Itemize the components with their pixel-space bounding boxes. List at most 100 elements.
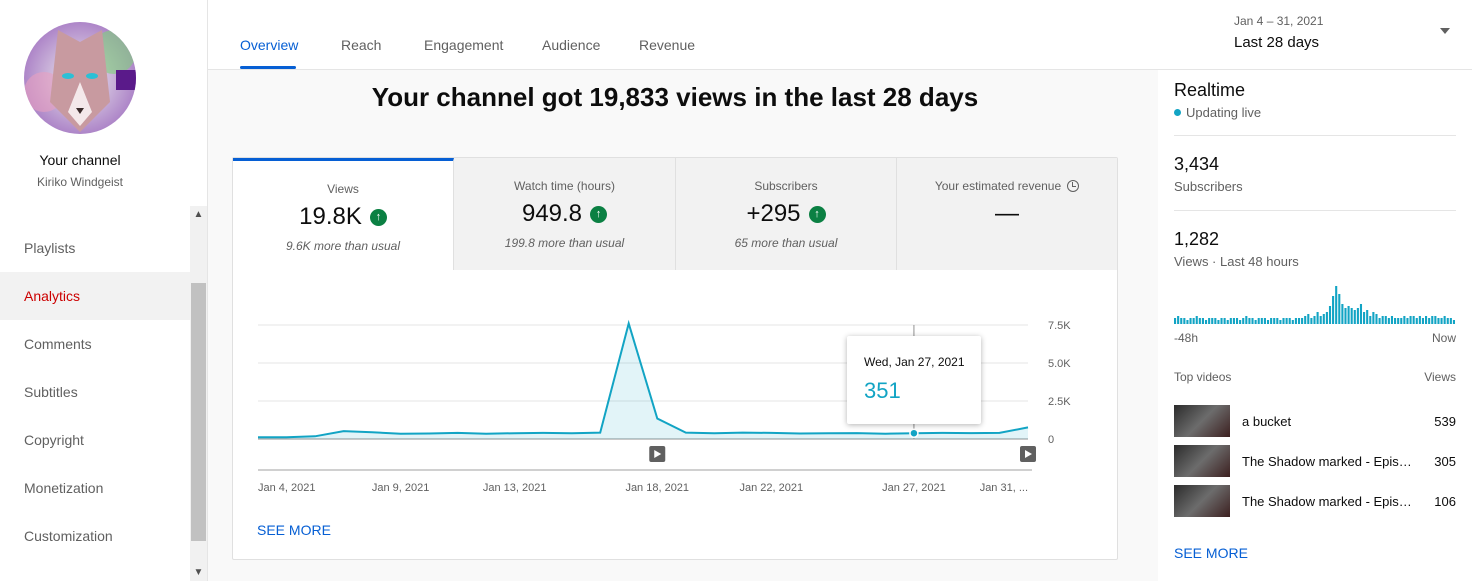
- video-views: 106: [1434, 494, 1456, 509]
- y-tick-label: 5.0K: [1048, 358, 1071, 370]
- chevron-down-icon[interactable]: [1440, 28, 1450, 34]
- realtime-bar: [1192, 318, 1195, 324]
- sidebar-item-copyright[interactable]: Copyright: [24, 432, 84, 448]
- realtime-bar: [1406, 318, 1409, 324]
- realtime-views-label: Views · Last 48 hours: [1174, 254, 1299, 269]
- tab-reach[interactable]: Reach: [341, 37, 382, 53]
- realtime-bar: [1304, 316, 1307, 324]
- realtime-bar: [1378, 318, 1381, 324]
- realtime-bar: [1220, 318, 1223, 324]
- realtime-bar: [1409, 316, 1412, 324]
- scroll-thumb[interactable]: [191, 283, 206, 541]
- video-views: 539: [1434, 414, 1456, 429]
- metric-tab-watch-time[interactable]: Watch time (hours) 949.8 ↑ 199.8 more th…: [454, 158, 676, 270]
- realtime-bar: [1291, 320, 1294, 324]
- realtime-bar: [1282, 318, 1285, 324]
- realtime-bar: [1350, 308, 1353, 324]
- realtime-bar: [1384, 316, 1387, 324]
- sidebar-item-comments[interactable]: Comments: [24, 336, 92, 352]
- metric-tab-views[interactable]: Views 19.8K ↑ 9.6K more than usual: [233, 158, 454, 270]
- video-title[interactable]: a bucket: [1242, 414, 1292, 429]
- realtime-bar: [1418, 316, 1421, 324]
- date-range[interactable]: Jan 4 – 31, 2021: [1234, 14, 1324, 28]
- video-title[interactable]: The Shadow marked - Episode: [1242, 494, 1417, 509]
- x-tick-label: Jan 9, 2021: [372, 482, 430, 494]
- realtime-bar: [1394, 318, 1397, 324]
- realtime-bar: [1226, 320, 1229, 324]
- realtime-bar: [1403, 316, 1406, 324]
- metric-title: Views: [327, 182, 359, 196]
- scroll-up-icon[interactable]: ▲: [193, 209, 204, 220]
- sidebar-nav: Playlists Analytics Comments Subtitles C…: [0, 224, 190, 560]
- channel-label: Your channel: [39, 152, 121, 168]
- hover-point: [909, 428, 919, 438]
- sidebar-item-customization[interactable]: Customization: [24, 528, 113, 544]
- tab-overview[interactable]: Overview: [240, 37, 299, 53]
- trend-up-icon: ↑: [590, 205, 608, 223]
- metric-comparison: 65 more than usual: [734, 236, 838, 250]
- views-chart[interactable]: 7.5K 5.0K 2.5K 0 Jan 4, 2021 Jan 9, 2021 Jan 1…: [233, 270, 1117, 500]
- realtime-bar: [1186, 320, 1189, 324]
- realtime-bar: [1297, 318, 1301, 324]
- sidebar-scrollbar[interactable]: ▲ ▼: [190, 206, 207, 581]
- sidebar-item-monetization[interactable]: Monetization: [24, 480, 104, 496]
- realtime-bar: [1223, 318, 1226, 324]
- realtime-views-bar-chart[interactable]: [1174, 284, 1456, 324]
- realtime-bar: [1266, 320, 1270, 324]
- realtime-bar: [1248, 318, 1251, 324]
- sidebar-item-subtitles[interactable]: Subtitles: [24, 384, 78, 400]
- realtime-bar: [1279, 320, 1282, 324]
- chart-area: [258, 323, 1028, 439]
- realtime-bar: [1204, 320, 1208, 324]
- realtime-bar: [1415, 318, 1418, 324]
- video-thumbnail[interactable]: [1174, 485, 1230, 517]
- realtime-axis-end: Now: [1431, 331, 1456, 345]
- realtime-bar: [1449, 318, 1452, 324]
- realtime-bar: [1229, 318, 1232, 324]
- realtime-bar: [1425, 316, 1428, 324]
- realtime-bar: [1397, 318, 1400, 324]
- overview-card: Views 19.8K ↑ 9.6K more than usual Watch…: [232, 157, 1118, 560]
- metric-tab-revenue[interactable]: Your estimated revenue —: [897, 158, 1117, 270]
- page-headline: Your channel got 19,833 views in the las…: [371, 82, 979, 112]
- metric-value: 19.8K: [299, 203, 362, 230]
- top-video-row[interactable]: a bucket 539: [1174, 405, 1456, 437]
- metric-title: Your estimated revenue: [934, 179, 1062, 193]
- realtime-see-more-button[interactable]: SEE MORE: [1174, 545, 1248, 561]
- realtime-bar: [1273, 318, 1276, 324]
- tooltip-date: Wed, Jan 27, 2021: [864, 355, 965, 369]
- realtime-bar: [1242, 318, 1245, 324]
- realtime-bar: [1214, 318, 1217, 324]
- metric-tab-subscribers[interactable]: Subscribers +295 ↑ 65 more than usual: [676, 158, 897, 270]
- channel-avatar[interactable]: [24, 22, 136, 134]
- realtime-bar: [1440, 318, 1443, 324]
- x-tick-label: Jan 22, 2021: [740, 482, 804, 494]
- realtime-bar: [1437, 318, 1440, 324]
- top-video-row[interactable]: The Shadow marked - Episode 305: [1174, 445, 1456, 477]
- realtime-bar: [1428, 318, 1431, 324]
- metric-comparison: 199.8 more than usual: [504, 236, 625, 250]
- sidebar-item-analytics[interactable]: Analytics: [0, 272, 190, 320]
- y-tick-label: 0: [1048, 434, 1054, 446]
- realtime-bar: [1316, 312, 1319, 324]
- date-period-select[interactable]: Last 28 days: [1234, 34, 1320, 51]
- see-more-button[interactable]: SEE MORE: [257, 522, 331, 538]
- video-views: 305: [1434, 454, 1456, 469]
- metric-value: 949.8: [521, 200, 583, 227]
- video-thumbnail[interactable]: [1174, 445, 1230, 477]
- trend-up-icon: ↑: [369, 208, 387, 226]
- sidebar-item-playlists[interactable]: Playlists: [24, 240, 76, 256]
- video-thumbnail[interactable]: [1174, 405, 1230, 437]
- top-video-row[interactable]: The Shadow marked - Episode 106: [1174, 485, 1456, 517]
- realtime-bar: [1341, 304, 1344, 324]
- realtime-bar: [1347, 306, 1350, 324]
- tab-audience[interactable]: Audience: [542, 37, 601, 53]
- realtime-subscribers-count: 3,434: [1174, 154, 1220, 174]
- realtime-bar: [1452, 320, 1455, 324]
- video-title[interactable]: The Shadow marked - Episode: [1242, 454, 1417, 469]
- realtime-bar: [1328, 306, 1332, 324]
- tab-revenue[interactable]: Revenue: [639, 37, 696, 53]
- tab-engagement[interactable]: Engagement: [424, 37, 504, 53]
- scroll-down-icon[interactable]: ▼: [193, 567, 204, 578]
- realtime-bar: [1363, 312, 1366, 324]
